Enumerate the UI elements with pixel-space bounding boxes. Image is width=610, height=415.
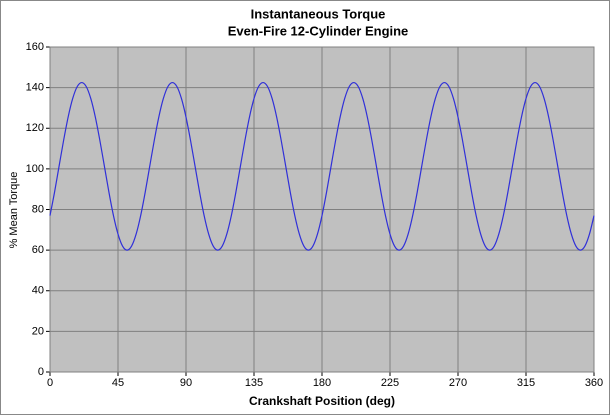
x-tick-label: 180 [313,377,331,389]
y-tick-label: 100 [26,163,44,175]
data-line [49,81,595,251]
y-tick-label: 40 [32,285,44,297]
x-tick-label: 90 [180,377,192,389]
chart-subtitle: Even-Fire 12-Cylinder Engine [228,23,409,38]
x-tick-label: 0 [47,377,53,389]
plot-frame [49,46,595,373]
y-tick-label: 160 [26,41,44,53]
y-tick-label: 140 [26,82,44,94]
x-tick-label: 45 [112,377,124,389]
x-tick-label: 315 [517,377,535,389]
x-tick-label: 135 [245,377,263,389]
y-tick-label: 0 [38,366,44,378]
y-tick-label: 60 [32,244,44,256]
chart-title: Instantaneous Torque [251,6,386,21]
y-tick-label: 80 [32,203,44,215]
x-axis-label: Crankshaft Position (deg) [249,394,395,408]
y-tick-label: 20 [32,325,44,337]
x-tick-label: 360 [585,377,603,389]
y-axis-label: % Mean Torque [8,172,20,249]
x-tick-label: 270 [449,377,467,389]
x-tick-label: 225 [381,377,399,389]
y-tick-label: 120 [26,122,44,134]
